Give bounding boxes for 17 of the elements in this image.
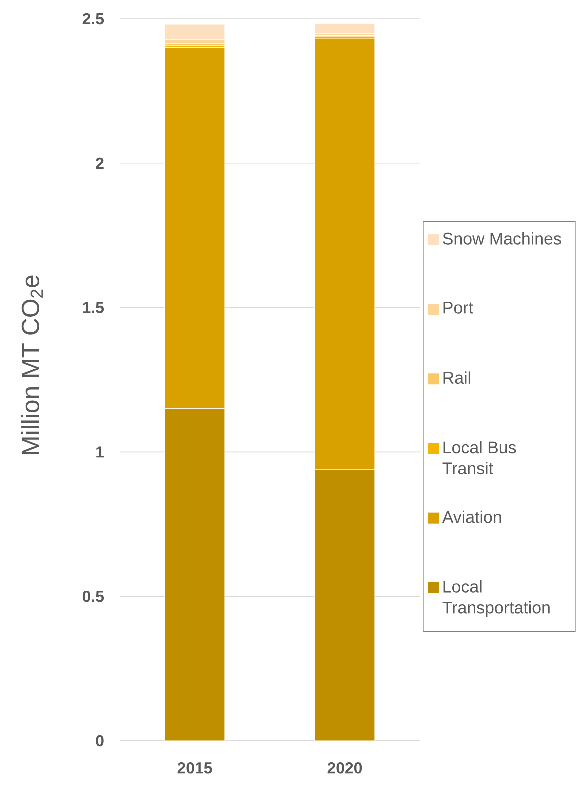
bar (314, 23, 376, 34)
bar (164, 24, 226, 40)
legend-label: Local Bus Transit (442, 441, 516, 475)
x-tick-label: 2015 (178, 762, 212, 774)
legend-label: Snow Machines (443, 232, 562, 245)
y-tick-label: 1 (96, 446, 104, 458)
y-tick-label: 2 (96, 158, 104, 169)
legend-label: Aviation (442, 510, 502, 524)
y-tick-label: 1.5 (83, 302, 104, 314)
y-axis-title: Million MT CO$_{2}$e (21, 276, 43, 454)
y-tick-label: 2.5 (82, 13, 104, 25)
y-tick-label: 0 (96, 735, 104, 747)
y-tick-label: 0.5 (82, 590, 104, 602)
x-tick-label: 2020 (328, 762, 362, 774)
legend-label: Rail (444, 372, 470, 384)
legend-label: Port (444, 302, 474, 314)
legend-label: Local Transportation (442, 580, 550, 618)
